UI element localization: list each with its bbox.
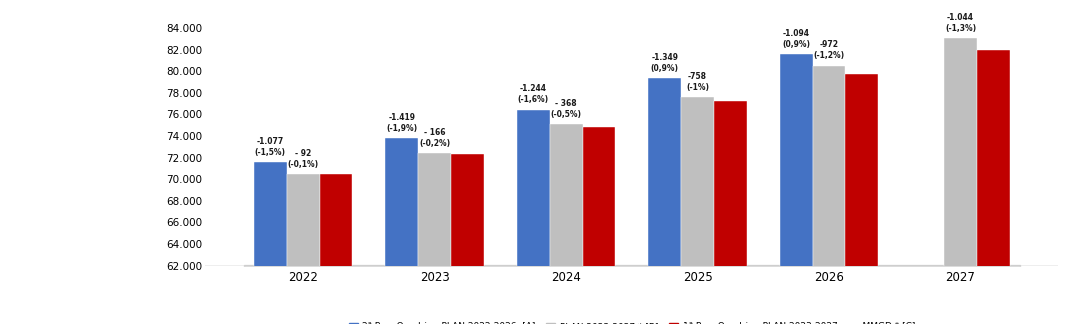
Text: -1.094
(0,9%): -1.094 (0,9%) xyxy=(782,29,810,49)
Bar xyxy=(516,110,550,324)
Text: - 92
(-0,1%): - 92 (-0,1%) xyxy=(287,148,319,168)
Bar xyxy=(254,162,286,324)
Text: -1.244
(-1,6%): -1.244 (-1,6%) xyxy=(517,84,549,104)
Bar xyxy=(977,50,1010,324)
Bar xyxy=(286,174,320,324)
Bar xyxy=(714,101,747,324)
Bar xyxy=(846,74,878,324)
Bar xyxy=(550,124,582,324)
Text: - 368
(-0,5%): - 368 (-0,5%) xyxy=(551,99,581,119)
Text: -1.077
(-1,5%): -1.077 (-1,5%) xyxy=(255,137,286,157)
Bar xyxy=(320,174,352,324)
Bar xyxy=(812,66,846,324)
Text: -1.419
(-1,9%): -1.419 (-1,9%) xyxy=(387,112,417,133)
Text: -1.349
(0,9%): -1.349 (0,9%) xyxy=(650,53,678,73)
Legend: 2ª Rev. Quadrim. PLAN 2022-2026  [A], PLAN 2023-2027 * [B], 1ª Rev. Quadrim. PLA: 2ª Rev. Quadrim. PLAN 2022-2026 [A], PLA… xyxy=(345,319,919,324)
Text: -1.044
(-1,3%): -1.044 (-1,3%) xyxy=(945,13,976,33)
Text: -758
(-1%): -758 (-1%) xyxy=(686,72,710,92)
Bar xyxy=(386,138,418,324)
Bar xyxy=(418,153,451,324)
Bar xyxy=(451,154,484,324)
Bar xyxy=(944,39,977,324)
Text: -972
(-1,2%): -972 (-1,2%) xyxy=(813,40,845,61)
Bar xyxy=(681,97,714,324)
Bar xyxy=(648,78,681,324)
Bar xyxy=(780,54,812,324)
Text: - 166
(-0,2%): - 166 (-0,2%) xyxy=(419,128,450,148)
Bar xyxy=(582,127,616,324)
